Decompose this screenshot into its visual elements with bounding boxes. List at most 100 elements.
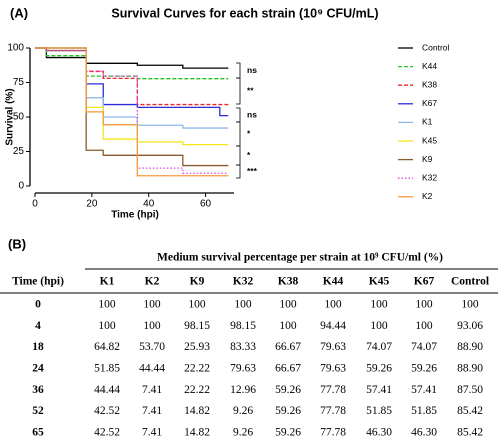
column-header: K9 xyxy=(190,276,205,288)
panel-label: (A) xyxy=(10,5,28,20)
cell: 57.41 xyxy=(366,384,392,396)
cell: 74.07 xyxy=(366,341,392,353)
cell: 7.41 xyxy=(142,426,162,437)
cell: 88.90 xyxy=(457,363,483,375)
significance-label: * xyxy=(247,128,251,138)
cell: 100 xyxy=(234,299,252,311)
cell: 100 xyxy=(279,320,297,332)
cell: 100 xyxy=(98,299,116,311)
cell: 51.85 xyxy=(411,405,437,417)
cell: 85.42 xyxy=(457,405,483,417)
survival-curve xyxy=(35,47,229,129)
legend-label: K44 xyxy=(422,61,437,71)
legend-label: K2 xyxy=(422,191,433,201)
row-header: 0 xyxy=(35,299,41,311)
y-axis-label: Survival (%) xyxy=(5,88,16,145)
cell: 9.26 xyxy=(233,405,253,417)
y-tick-label: 0 xyxy=(18,181,24,192)
survival-curve xyxy=(35,47,229,177)
column-header: K44 xyxy=(323,276,344,288)
cell: 46.30 xyxy=(411,426,437,437)
row-header: 24 xyxy=(32,363,44,375)
column-header: K32 xyxy=(233,276,254,288)
row-header: 36 xyxy=(32,384,44,396)
cell: 25.93 xyxy=(184,341,210,353)
cell: 59.26 xyxy=(366,363,392,375)
significance-label: *** xyxy=(247,166,258,176)
cell: 66.67 xyxy=(275,363,301,375)
table: (B) Medium survival percentage per strai… xyxy=(0,236,498,437)
cell: 59.26 xyxy=(411,363,437,375)
cell: 83.33 xyxy=(230,341,256,353)
significance-label: * xyxy=(247,150,251,160)
cell: 100 xyxy=(279,299,297,311)
cell: 79.63 xyxy=(320,363,346,375)
cell: 87.50 xyxy=(457,384,483,396)
legend-label: K45 xyxy=(422,135,437,145)
significance-bracket xyxy=(236,77,241,105)
cell: 46.30 xyxy=(366,426,392,437)
cell: 98.15 xyxy=(230,320,256,332)
cell: 100 xyxy=(98,320,116,332)
significance-bracket xyxy=(236,62,241,79)
row-header: 4 xyxy=(35,320,41,332)
cell: 14.82 xyxy=(184,405,210,417)
survival-curve xyxy=(35,47,229,174)
cell: 100 xyxy=(415,320,433,332)
chart-title: Survival Curves for each strain (10⁹ CFU… xyxy=(111,6,378,20)
cell: 44.44 xyxy=(94,384,120,396)
y-tick-label: 25 xyxy=(13,146,25,157)
cell: 51.85 xyxy=(366,405,392,417)
y-tick-label: 100 xyxy=(7,43,24,54)
cell: 100 xyxy=(461,299,479,311)
cell: 88.90 xyxy=(457,341,483,353)
x-axis-label: Time (hpi) xyxy=(111,210,159,221)
row-header: 65 xyxy=(32,426,44,437)
cell: 7.41 xyxy=(142,405,162,417)
survival-curve xyxy=(35,47,229,146)
legend-label: K1 xyxy=(422,117,433,127)
cell: 98.15 xyxy=(184,320,210,332)
column-header: Control xyxy=(451,276,489,288)
cell: 59.26 xyxy=(275,405,301,417)
cell: 100 xyxy=(324,299,342,311)
table-title: Medium survival percentage per strain at… xyxy=(157,252,443,264)
cell: 85.42 xyxy=(457,426,483,437)
survival-curve xyxy=(35,47,229,106)
cell: 100 xyxy=(143,320,161,332)
cell: 12.96 xyxy=(230,384,256,396)
significance-label: ns xyxy=(247,65,257,75)
significance-bracket xyxy=(236,145,241,166)
cell: 100 xyxy=(188,299,206,311)
cell: 77.78 xyxy=(320,384,346,396)
cell: 94.44 xyxy=(320,320,346,332)
cell: 44.44 xyxy=(139,363,165,375)
cell: 51.85 xyxy=(94,363,120,375)
x-tick-label: 40 xyxy=(143,199,155,210)
legend-label: K32 xyxy=(422,172,437,182)
cell: 74.07 xyxy=(411,341,437,353)
significance-bracket xyxy=(236,164,241,179)
cell: 77.78 xyxy=(320,426,346,437)
column-header: K1 xyxy=(100,276,115,288)
cell: 100 xyxy=(143,299,161,311)
cell: 64.82 xyxy=(94,341,120,353)
column-header: Time (hpi) xyxy=(12,276,64,288)
cell: 77.78 xyxy=(320,405,346,417)
cell: 14.82 xyxy=(184,426,210,437)
column-header: K2 xyxy=(145,276,160,288)
y-tick-label: 75 xyxy=(13,77,25,88)
cell: 42.52 xyxy=(94,405,120,417)
cell: 100 xyxy=(370,299,388,311)
x-tick-label: 20 xyxy=(86,199,98,210)
row-header: 18 xyxy=(32,341,44,353)
x-tick-label: 0 xyxy=(32,199,38,210)
significance-label: ** xyxy=(247,85,254,95)
significance-label: ns xyxy=(247,109,257,119)
x-tick-label: 60 xyxy=(200,199,212,210)
cell: 53.70 xyxy=(139,341,165,353)
significance-bracket xyxy=(236,107,241,123)
legend-label: Control xyxy=(422,42,450,52)
legend-label: K9 xyxy=(422,154,433,164)
